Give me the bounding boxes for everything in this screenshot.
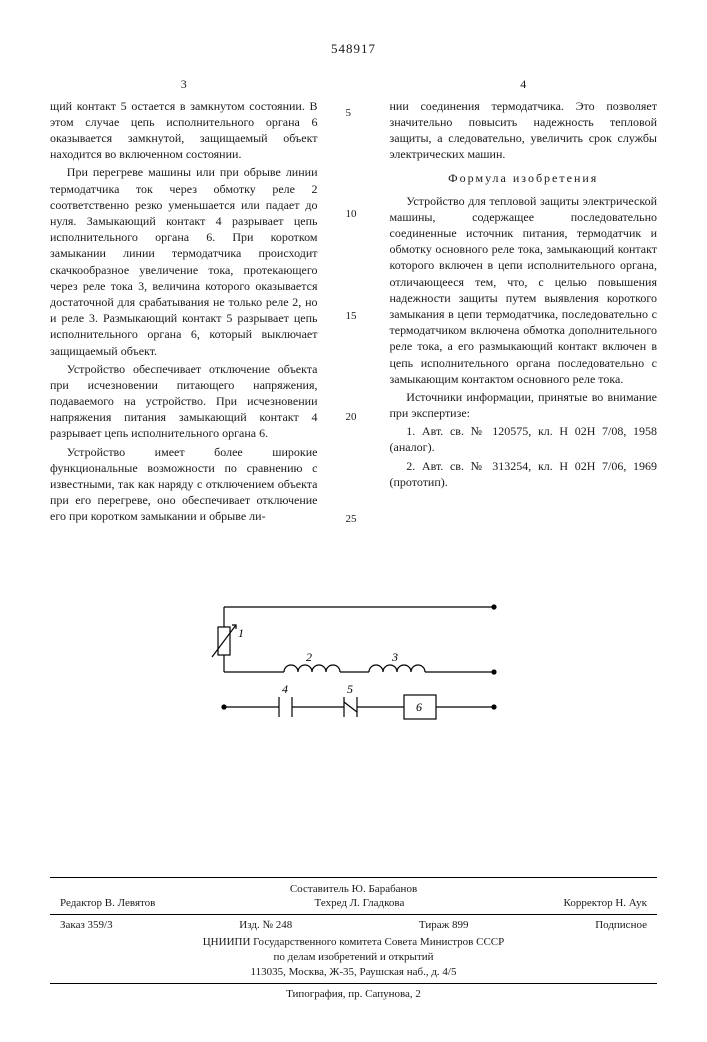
para: Устройство имеет более широкие функциона… (50, 444, 318, 525)
footer: Составитель Ю. Барабанов Редактор В. Лев… (50, 877, 657, 1002)
diagram-label: 1 (238, 626, 244, 640)
right-column: 4 нии соединения термодатчика. Это позво… (390, 76, 658, 527)
line-num: 20 (346, 410, 362, 425)
line-num: 25 (346, 512, 362, 527)
footer-org1: ЦНИИПИ Государственного комитета Совета … (50, 935, 657, 950)
col-no-right: 4 (390, 76, 658, 92)
diagram-label: 3 (391, 650, 398, 664)
left-column: 3 щий контакт 5 остается в замкнутом сос… (50, 76, 318, 527)
para: При перегреве машины или при обрыве лини… (50, 164, 318, 358)
line-num: 5 (346, 106, 362, 121)
footer-subscription: Подписное (595, 918, 647, 933)
para: щий контакт 5 остается в замкнутом состо… (50, 98, 318, 163)
footer-org2: по делам изобретений и открытий (50, 950, 657, 965)
line-num: 10 (346, 207, 362, 222)
footer-compiler: Составитель Ю. Барабанов (50, 882, 657, 897)
text-columns: 3 щий контакт 5 остается в замкнутом сос… (50, 76, 657, 527)
patent-number: 548917 (50, 40, 657, 58)
footer-corrector: Корректор Н. Аук (564, 896, 647, 911)
circuit-diagram: 1 2 3 4 5 6 (194, 587, 514, 737)
footer-order: Заказ 359/3 (60, 918, 113, 933)
footer-izd: Изд. № 248 (239, 918, 292, 933)
line-number-gutter: 5 10 15 20 25 (346, 76, 362, 527)
source-item: 2. Авт. св. № 313254, кл. Н 02Н 7/06, 19… (390, 458, 658, 490)
para: нии соединения термодатчика. Это позволя… (390, 98, 658, 163)
line-num: 15 (346, 309, 362, 324)
source-item: 1. Авт. св. № 120575, кл. Н 02Н 7/08, 19… (390, 423, 658, 455)
para: Устройство обеспечивает отключение объек… (50, 361, 318, 442)
footer-editor: Редактор В. Левятов (60, 896, 155, 911)
diagram-label: 2 (306, 650, 312, 664)
diagram-label: 5 (347, 682, 353, 696)
footer-techred: Техред Л. Гладкова (315, 896, 405, 911)
diagram-label: 4 (282, 682, 288, 696)
formula-title: Формула изобретения (390, 170, 658, 186)
footer-printer: Типография, пр. Сапунова, 2 (50, 987, 657, 1002)
diagram-label: 6 (416, 700, 422, 714)
formula-body: Устройство для тепловой защиты электриче… (390, 193, 658, 387)
col-no-left: 3 (50, 76, 318, 92)
sources-title: Источники информации, принятые во вниман… (390, 389, 658, 421)
footer-address: 113035, Москва, Ж-35, Раушская наб., д. … (50, 965, 657, 980)
footer-tirage: Тираж 899 (419, 918, 469, 933)
